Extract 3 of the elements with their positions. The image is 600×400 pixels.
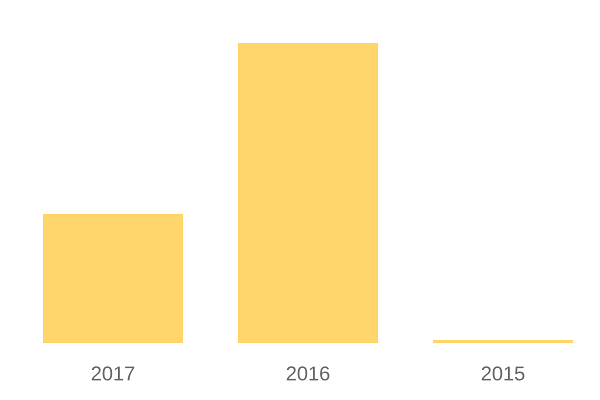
x-tick-label: 2017 bbox=[92, 366, 134, 381]
x-tick-label: 2015 bbox=[482, 366, 524, 381]
x-tick-label: 2016 bbox=[286, 366, 330, 381]
